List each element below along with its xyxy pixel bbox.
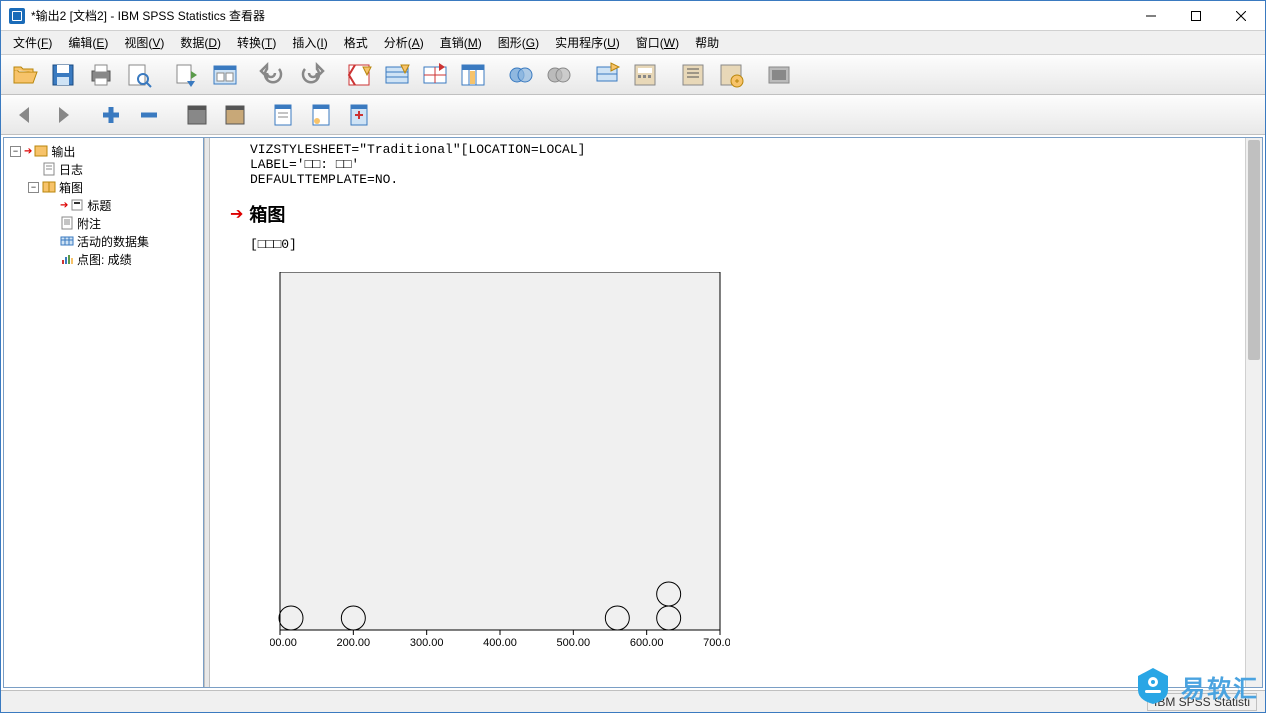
book-icon [42, 180, 56, 194]
svg-text:600.00: 600.00 [630, 637, 664, 649]
tree-label: 箱图 [59, 179, 83, 196]
menu-6[interactable]: 格式 [336, 31, 376, 54]
menu-11[interactable]: 窗口(W) [628, 31, 687, 54]
toolbar-main [1, 55, 1265, 95]
tree-item-3[interactable]: ➔ 标题 [6, 196, 201, 214]
toolbar-collapse-button[interactable] [131, 99, 167, 131]
titlebar: *输出2 [文档2] - IBM SPSS Statistics 查看器 [1, 1, 1265, 31]
content-area: −➔输出日志−箱图➔标题附注活动的数据集点图: 成绩 VIZSTYLESHEET… [3, 137, 1263, 688]
toolbar-nav [1, 95, 1265, 135]
tree-label: 日志 [59, 161, 83, 178]
log-icon [42, 162, 56, 176]
toolbar-find-button[interactable] [417, 59, 453, 91]
toolbar-goto-var-button[interactable] [379, 59, 415, 91]
section-title-text: 箱图 [249, 201, 285, 227]
title-icon [70, 198, 84, 212]
menu-2[interactable]: 视图(V) [116, 31, 172, 54]
menu-12[interactable]: 帮助 [687, 31, 727, 54]
toolbar-compute-button[interactable] [627, 59, 663, 91]
toolbar-vars2-button[interactable] [713, 59, 749, 91]
status-text: IBM SPSS Statisti [1147, 693, 1257, 711]
toolbar-doc3-button[interactable] [341, 99, 377, 131]
output-icon [34, 144, 48, 158]
toolbar-expand-button[interactable] [93, 99, 129, 131]
toolbar-show-button[interactable] [761, 59, 797, 91]
menu-10[interactable]: 实用程序(U) [547, 31, 628, 54]
menu-1[interactable]: 编辑(E) [60, 31, 116, 54]
tree-item-2[interactable]: − 箱图 [6, 178, 201, 196]
menu-7[interactable]: 分析(A) [376, 31, 432, 54]
app-icon [9, 8, 25, 24]
tree-label: 附注 [77, 215, 101, 232]
arrow-icon: ➔ [24, 146, 32, 157]
chart-icon [60, 252, 74, 266]
svg-text:100.00: 100.00 [270, 637, 297, 649]
toolbar-doc2-button[interactable] [303, 99, 339, 131]
minimize-button[interactable] [1128, 1, 1173, 30]
toolbar-undo-button[interactable] [255, 59, 291, 91]
tree-item-6[interactable]: 点图: 成绩 [6, 250, 201, 268]
toolbar-zoom-button[interactable] [217, 99, 253, 131]
tree-toggle-icon[interactable]: − [28, 182, 39, 193]
toolbar-zoom-fit-button[interactable] [179, 99, 215, 131]
toolbar-doc1-button[interactable] [265, 99, 301, 131]
tree-item-1[interactable]: 日志 [6, 160, 201, 178]
toolbar-vars-button[interactable] [675, 59, 711, 91]
output-pane[interactable]: VIZSTYLESHEET="Traditional"[LOCATION=LOC… [210, 138, 1262, 687]
note-icon [60, 216, 74, 230]
chart[interactable]: 100.00 200.00 300.00 400.00 500.00 600.00 700.… [270, 272, 1242, 660]
toolbar-back-button[interactable] [7, 99, 43, 131]
toolbar-weight-button[interactable] [503, 59, 539, 91]
statusbar: IBM SPSS Statisti [1, 690, 1265, 712]
tree-label: 标题 [87, 197, 111, 214]
arrow-icon: ➔ [230, 204, 243, 224]
window-title: *输出2 [文档2] - IBM SPSS Statistics 查看器 [31, 7, 1128, 24]
tree-toggle-icon[interactable]: − [10, 146, 21, 157]
close-button[interactable] [1218, 1, 1263, 30]
toolbar-insert-col-button[interactable] [455, 59, 491, 91]
menu-8[interactable]: 直销(M) [432, 31, 490, 54]
toolbar-dialog-button[interactable] [207, 59, 243, 91]
svg-text:400.00: 400.00 [483, 637, 517, 649]
arrow-icon: ➔ [60, 200, 68, 211]
toolbar-redo-button[interactable] [293, 59, 329, 91]
boxplot-chart: 100.00 200.00 300.00 400.00 500.00 600.00 700.… [270, 272, 730, 660]
dataset-label: [□□□0] [250, 237, 1242, 252]
window-controls [1128, 1, 1263, 30]
menu-0[interactable]: 文件(F) [5, 31, 60, 54]
tree-label: 活动的数据集 [77, 233, 149, 250]
scrollbar-thumb[interactable] [1248, 140, 1260, 360]
tree-label: 点图: 成绩 [77, 251, 132, 268]
svg-text:700.00: 700.00 [703, 637, 730, 649]
menu-3[interactable]: 数据(D) [172, 31, 229, 54]
tree-item-0[interactable]: −➔ 输出 [6, 142, 201, 160]
toolbar-save-button[interactable] [45, 59, 81, 91]
tree-label: 输出 [51, 143, 75, 160]
toolbar-split-button[interactable] [541, 59, 577, 91]
menu-5[interactable]: 插入(I) [284, 31, 335, 54]
syntax-text: VIZSTYLESHEET="Traditional"[LOCATION=LOC… [250, 142, 1242, 187]
svg-text:500.00: 500.00 [557, 637, 591, 649]
outline-tree[interactable]: −➔输出日志−箱图➔标题附注活动的数据集点图: 成绩 [4, 138, 204, 687]
svg-text:300.00: 300.00 [410, 637, 444, 649]
vertical-scrollbar[interactable] [1245, 138, 1262, 687]
tree-item-4[interactable]: 附注 [6, 214, 201, 232]
menu-4[interactable]: 转换(T) [229, 31, 284, 54]
menu-9[interactable]: 图形(G) [490, 31, 547, 54]
data-icon [60, 234, 74, 248]
maximize-button[interactable] [1173, 1, 1218, 30]
svg-text:200.00: 200.00 [337, 637, 371, 649]
toolbar-preview-button[interactable] [121, 59, 157, 91]
tree-item-5[interactable]: 活动的数据集 [6, 232, 201, 250]
toolbar-print-button[interactable] [83, 59, 119, 91]
toolbar-select-button[interactable] [589, 59, 625, 91]
section-title: ➔ 箱图 [230, 201, 1242, 227]
toolbar-export-button[interactable] [169, 59, 205, 91]
toolbar-open-button[interactable] [7, 59, 43, 91]
app-window: *输出2 [文档2] - IBM SPSS Statistics 查看器 文件(… [0, 0, 1266, 713]
toolbar-forward-button[interactable] [45, 99, 81, 131]
toolbar-goto-case-button[interactable] [341, 59, 377, 91]
menubar: 文件(F)编辑(E)视图(V)数据(D)转换(T)插入(I)格式分析(A)直销(… [1, 31, 1265, 55]
